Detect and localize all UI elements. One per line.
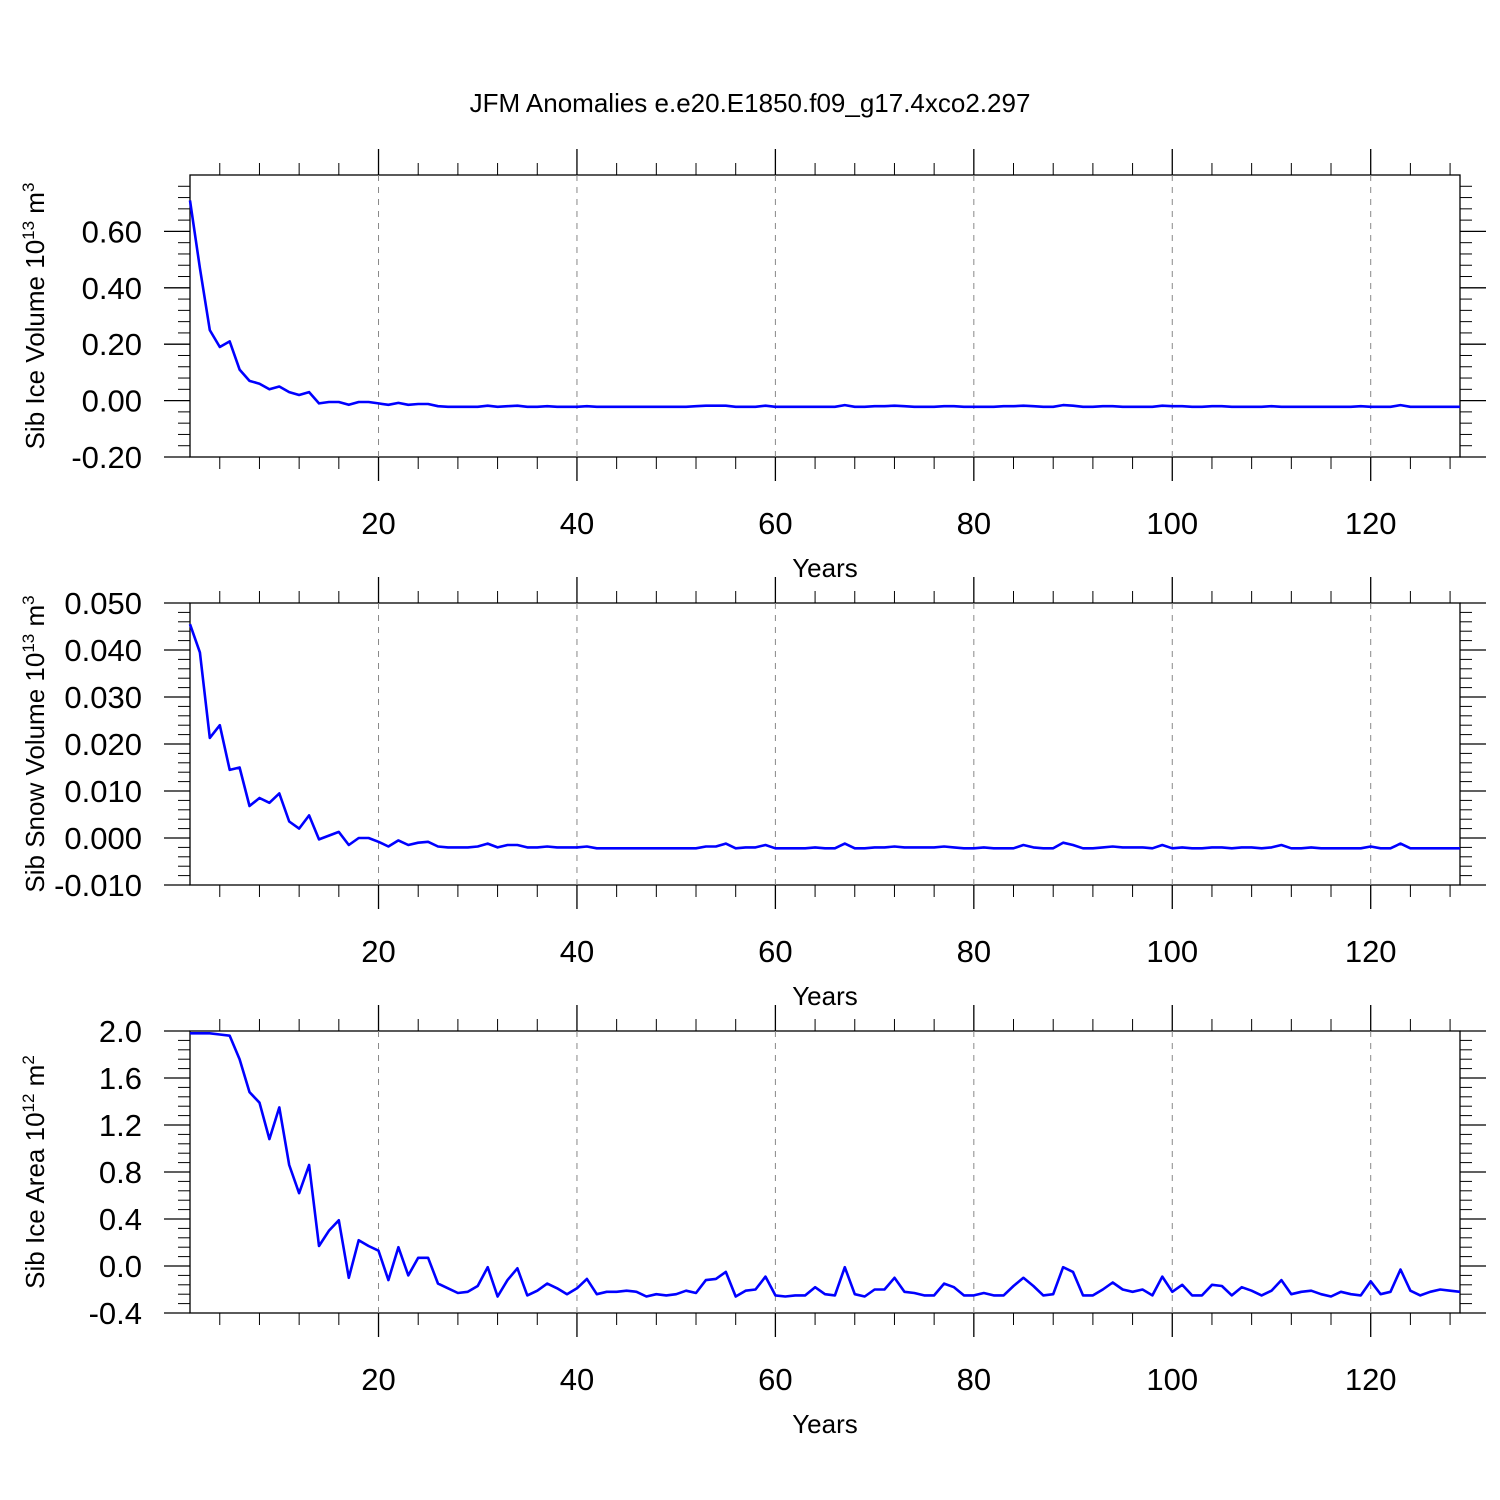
y-tick-label: -0.010 <box>54 868 142 903</box>
y-axis-label: Sib Ice Area 1012 m2 <box>19 1055 50 1289</box>
data-series-line <box>188 623 1460 850</box>
x-tick-label: 20 <box>361 506 395 541</box>
x-tick-label: 20 <box>361 1362 395 1397</box>
y-axis-label-superscript: 3 <box>19 595 38 604</box>
x-tick-label: 100 <box>1146 1362 1198 1397</box>
data-series-line <box>188 200 1460 409</box>
x-tick-label: 40 <box>560 506 594 541</box>
x-axis-label: Years <box>792 981 858 1011</box>
x-tick-label: 120 <box>1345 934 1397 969</box>
x-tick-label: 60 <box>758 934 792 969</box>
y-tick-label: 0.000 <box>64 821 142 856</box>
y-tick-label: 0.00 <box>82 384 142 419</box>
x-tick-label: 60 <box>758 506 792 541</box>
y-tick-label: 0.8 <box>99 1155 142 1190</box>
x-axis-label: Years <box>792 553 858 583</box>
x-tick-label: 100 <box>1146 506 1198 541</box>
x-tick-label: 80 <box>957 934 991 969</box>
y-axis-label-superscript: 13 <box>19 634 38 653</box>
x-axis-label: Years <box>792 1409 858 1439</box>
y-tick-label: 0.020 <box>64 727 142 762</box>
y-axis-label-text: m <box>20 192 50 221</box>
y-tick-label: 0.4 <box>99 1202 142 1237</box>
plot-frame <box>189 174 1461 458</box>
y-axis-label-superscript: 13 <box>19 221 38 240</box>
y-axis-label-superscript: 3 <box>19 183 38 192</box>
x-tick-label: 100 <box>1146 934 1198 969</box>
x-tick-label: 60 <box>758 1362 792 1397</box>
y-tick-label: 1.6 <box>99 1061 142 1096</box>
y-tick-label: 0.030 <box>64 680 142 715</box>
y-axis-label-text: Sib Ice Volume 10 <box>20 240 50 450</box>
chart-panel-3: 20 40 60 80 100 120 -0.4 0.0 0.4 0.8 1.2 1.6 2.0 Year… <box>19 1005 1486 1439</box>
x-tick-label: 120 <box>1345 1362 1397 1397</box>
chart-panel-2: 20 40 60 80 100 120 -0.010 0.000 0.010 0.020 0.030… <box>19 577 1486 1011</box>
y-axis-label: Sib Snow Volume 1013 m3 <box>19 595 50 892</box>
y-axis-label-superscript: 12 <box>19 1094 38 1113</box>
y-tick-label: 0.010 <box>64 774 142 809</box>
y-tick-label: 1.2 <box>99 1108 142 1143</box>
x-tick-label: 40 <box>560 934 594 969</box>
y-tick-label: -0.20 <box>71 440 142 475</box>
x-tick-label: 80 <box>957 1362 991 1397</box>
y-tick-label: 2.0 <box>99 1014 142 1049</box>
y-axis-label-text: Sib Snow Volume 10 <box>20 653 50 893</box>
y-tick-label: 0.60 <box>82 214 142 249</box>
y-axis-label-text: m <box>20 1065 50 1094</box>
y-tick-label: 0.040 <box>64 633 142 668</box>
y-axis-label-text: m <box>20 605 50 634</box>
y-tick-label: 0.20 <box>82 327 142 362</box>
y-axis-label: Sib Ice Volume 1013 m3 <box>19 183 50 450</box>
x-tick-label: 120 <box>1345 506 1397 541</box>
y-axis-label-text: Sib Ice Area 10 <box>20 1112 50 1288</box>
x-tick-label: 20 <box>361 934 395 969</box>
y-tick-label: 0.40 <box>82 271 142 306</box>
x-tick-label: 40 <box>560 1362 594 1397</box>
y-axis-label-superscript: 2 <box>19 1055 38 1064</box>
y-tick-label: -0.4 <box>89 1296 142 1331</box>
x-tick-label: 80 <box>957 506 991 541</box>
data-series-line <box>190 1032 1461 1298</box>
y-tick-label: 0.050 <box>64 586 142 621</box>
chart-panels: 20 40 60 80 100 120 -0.20 0.00 0.20 0.40 0.60 Years… <box>19 149 1486 1439</box>
chart-title: JFM Anomalies e.e20.E1850.f09_g17.4xco2.… <box>470 88 1031 118</box>
y-tick-label: 0.0 <box>99 1249 142 1284</box>
chart-panel-1: 20 40 60 80 100 120 -0.20 0.00 0.20 0.40 0.60 Years… <box>19 149 1486 583</box>
